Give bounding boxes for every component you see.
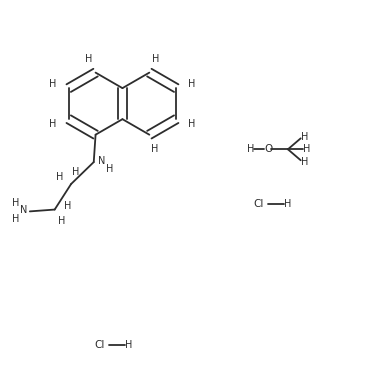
Text: H: H [72, 167, 79, 177]
Text: Cl: Cl [253, 199, 264, 209]
Text: H: H [106, 164, 113, 174]
Text: H: H [49, 79, 57, 89]
Text: H: H [284, 199, 291, 209]
Text: H: H [11, 198, 19, 208]
Text: H: H [11, 215, 19, 224]
Text: N: N [20, 205, 27, 215]
Text: H: H [49, 118, 57, 128]
Text: H: H [247, 144, 254, 154]
Text: H: H [188, 118, 196, 128]
Text: N: N [98, 156, 106, 166]
Text: H: H [85, 54, 93, 64]
Text: O: O [264, 144, 272, 154]
Text: Cl: Cl [94, 340, 105, 350]
Text: H: H [301, 157, 308, 167]
Text: H: H [58, 216, 66, 226]
Text: H: H [64, 201, 71, 211]
Text: H: H [151, 144, 158, 153]
Text: H: H [301, 132, 308, 142]
Text: H: H [188, 79, 196, 89]
Text: H: H [125, 340, 132, 350]
Text: H: H [303, 144, 310, 154]
Text: H: H [152, 54, 160, 64]
Text: H: H [56, 173, 64, 183]
